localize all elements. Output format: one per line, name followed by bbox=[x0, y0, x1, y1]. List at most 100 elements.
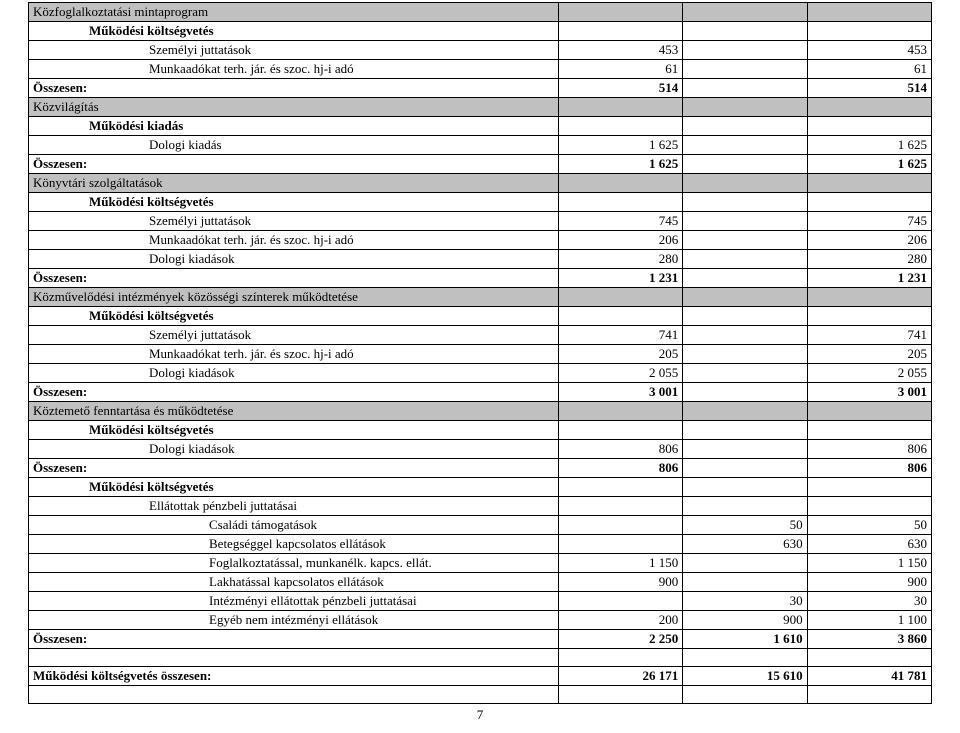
row-label: Összesen: bbox=[29, 459, 559, 478]
table-row: Foglalkoztatással, munkanélk. kapcs. ell… bbox=[29, 554, 932, 573]
row-label: Működési költségvetés bbox=[29, 307, 559, 326]
cell-col2: 30 bbox=[683, 592, 807, 611]
cell-col1: 745 bbox=[558, 212, 682, 231]
table-row: Összesen:514514 bbox=[29, 79, 932, 98]
cell-col3: 3 860 bbox=[807, 630, 931, 649]
cell-col3: 1 625 bbox=[807, 136, 931, 155]
row-label: Munkaadókat terh. jár. és szoc. hj-i adó bbox=[29, 231, 559, 250]
table-row: Működési költségvetés összesen:26 17115 … bbox=[29, 667, 932, 686]
cell-col3: 50 bbox=[807, 516, 931, 535]
cell-col1: 1 231 bbox=[558, 269, 682, 288]
cell-col1: 61 bbox=[558, 60, 682, 79]
cell-col3: 206 bbox=[807, 231, 931, 250]
cell-col1 bbox=[558, 3, 682, 22]
table-row: Könyvtári szolgáltatások bbox=[29, 174, 932, 193]
table-row: Dologi kiadások2 0552 055 bbox=[29, 364, 932, 383]
cell-col3 bbox=[807, 117, 931, 136]
row-label: Személyi juttatások bbox=[29, 212, 559, 231]
table-row: Munkaadókat terh. jár. és szoc. hj-i adó… bbox=[29, 60, 932, 79]
cell-col2 bbox=[683, 440, 807, 459]
table-row: Összesen:2 2501 6103 860 bbox=[29, 630, 932, 649]
cell-col2 bbox=[683, 174, 807, 193]
cell-col1 bbox=[558, 22, 682, 41]
table-row: Működési költségvetés bbox=[29, 478, 932, 497]
cell-col3 bbox=[807, 98, 931, 117]
cell-col1 bbox=[558, 686, 682, 704]
cell-col1 bbox=[558, 497, 682, 516]
table-row: Ellátottak pénzbeli juttatásai bbox=[29, 497, 932, 516]
row-label: Összesen: bbox=[29, 383, 559, 402]
cell-col3 bbox=[807, 22, 931, 41]
cell-col1: 806 bbox=[558, 459, 682, 478]
cell-col2 bbox=[683, 98, 807, 117]
budget-table: Közfoglalkoztatási mintaprogram Működési … bbox=[28, 2, 932, 704]
cell-col2: 50 bbox=[683, 516, 807, 535]
cell-col1: 741 bbox=[558, 326, 682, 345]
cell-col2 bbox=[683, 459, 807, 478]
cell-col1: 1 625 bbox=[558, 155, 682, 174]
cell-col3: 741 bbox=[807, 326, 931, 345]
table-row: Közművelődési intézmények közösségi szín… bbox=[29, 288, 932, 307]
cell-col2 bbox=[683, 402, 807, 421]
table-row: Működési költségvetés bbox=[29, 307, 932, 326]
cell-col3: 280 bbox=[807, 250, 931, 269]
cell-col2 bbox=[683, 345, 807, 364]
table-row: Dologi kiadás1 6251 625 bbox=[29, 136, 932, 155]
row-label: Összesen: bbox=[29, 269, 559, 288]
cell-col2 bbox=[683, 79, 807, 98]
cell-col1: 1 625 bbox=[558, 136, 682, 155]
cell-col2 bbox=[683, 288, 807, 307]
row-label: Dologi kiadások bbox=[29, 440, 559, 459]
row-label: Közfoglalkoztatási mintaprogram bbox=[29, 3, 559, 22]
cell-col3 bbox=[807, 307, 931, 326]
cell-col1 bbox=[558, 516, 682, 535]
row-label: Működési költségvetés bbox=[29, 478, 559, 497]
cell-col1: 206 bbox=[558, 231, 682, 250]
table-row: Munkaadókat terh. jár. és szoc. hj-i adó… bbox=[29, 345, 932, 364]
cell-col3 bbox=[807, 193, 931, 212]
table-row: Összesen:1 6251 625 bbox=[29, 155, 932, 174]
table-row: Személyi juttatások741741 bbox=[29, 326, 932, 345]
cell-col1: 806 bbox=[558, 440, 682, 459]
row-label: Könyvtári szolgáltatások bbox=[29, 174, 559, 193]
row-label: Összesen: bbox=[29, 630, 559, 649]
row-label: Ellátottak pénzbeli juttatásai bbox=[29, 497, 559, 516]
table-row: Összesen:3 0013 001 bbox=[29, 383, 932, 402]
cell-col3: 61 bbox=[807, 60, 931, 79]
table-row: Működési kiadás bbox=[29, 117, 932, 136]
cell-col2: 900 bbox=[683, 611, 807, 630]
cell-col3: 30 bbox=[807, 592, 931, 611]
cell-col3 bbox=[807, 686, 931, 704]
table-row: Dologi kiadások280280 bbox=[29, 250, 932, 269]
cell-col1: 453 bbox=[558, 41, 682, 60]
table-row: Betegséggel kapcsolatos ellátások630630 bbox=[29, 535, 932, 554]
row-label bbox=[29, 649, 559, 667]
cell-col2 bbox=[683, 326, 807, 345]
cell-col3: 1 625 bbox=[807, 155, 931, 174]
row-label: Egyéb nem intézményi ellátások bbox=[29, 611, 559, 630]
row-label: Dologi kiadás bbox=[29, 136, 559, 155]
row-label: Dologi kiadások bbox=[29, 364, 559, 383]
cell-col3: 3 001 bbox=[807, 383, 931, 402]
cell-col3: 205 bbox=[807, 345, 931, 364]
cell-col2 bbox=[683, 307, 807, 326]
table-row: Összesen:1 2311 231 bbox=[29, 269, 932, 288]
row-label: Személyi juttatások bbox=[29, 41, 559, 60]
cell-col2 bbox=[683, 686, 807, 704]
cell-col3: 900 bbox=[807, 573, 931, 592]
cell-col3 bbox=[807, 421, 931, 440]
cell-col2 bbox=[683, 3, 807, 22]
table-row: Összesen:806806 bbox=[29, 459, 932, 478]
cell-col2: 1 610 bbox=[683, 630, 807, 649]
cell-col1 bbox=[558, 193, 682, 212]
table-row: Munkaadókat terh. jár. és szoc. hj-i adó… bbox=[29, 231, 932, 250]
cell-col1 bbox=[558, 98, 682, 117]
cell-col3: 2 055 bbox=[807, 364, 931, 383]
row-label: Összesen: bbox=[29, 155, 559, 174]
cell-col1 bbox=[558, 649, 682, 667]
cell-col3: 806 bbox=[807, 440, 931, 459]
cell-col2 bbox=[683, 136, 807, 155]
cell-col2 bbox=[683, 60, 807, 79]
cell-col1: 1 150 bbox=[558, 554, 682, 573]
cell-col2 bbox=[683, 478, 807, 497]
